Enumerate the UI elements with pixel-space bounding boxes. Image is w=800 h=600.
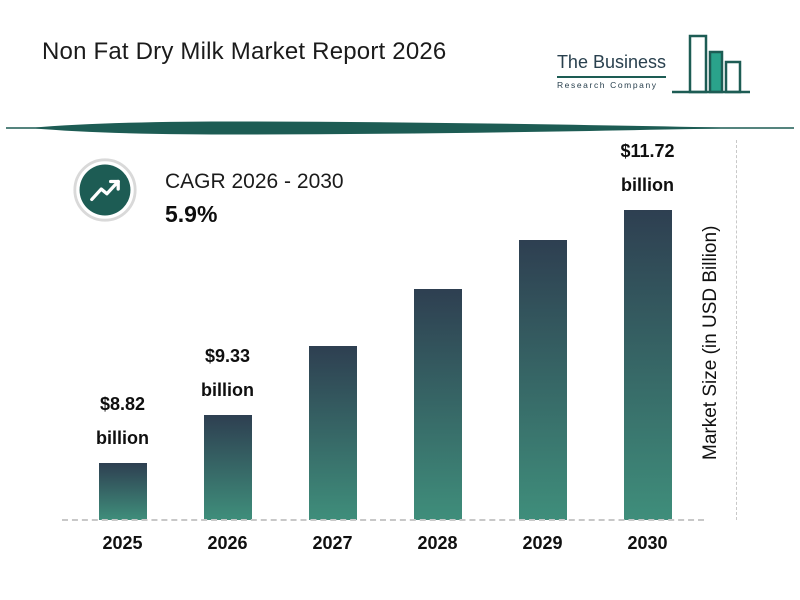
logo-name: The Business: [556, 52, 666, 78]
right-dashed-line: [736, 140, 737, 520]
y-axis-title: Market Size (in USD Billion): [700, 225, 721, 460]
bar-2029: [518, 240, 567, 520]
bar-value-label-2025: $8.82 billion: [96, 394, 149, 448]
bars-row: $8.82 billion $9.33 billion $11.72 billion: [70, 130, 700, 520]
x-tick-2026: 2026: [207, 533, 248, 553]
bar-value-label-2030: $11.72 billion: [620, 141, 675, 195]
cagr-label: CAGR 2026 - 2030: [165, 170, 344, 193]
x-tick-2028: 2028: [417, 533, 458, 553]
x-axis-labels: 2025 2026 2027 2028 2029 2030: [70, 533, 700, 554]
bar-column-2026: $9.33 billion: [175, 340, 280, 520]
x-tick-2025: 2025: [102, 533, 143, 553]
chart-baseline: [62, 519, 704, 521]
bar-column-2027: [280, 346, 385, 520]
bar-chart: $8.82 billion $9.33 billion $11.72 billion: [70, 130, 700, 520]
bar-2030: [623, 210, 672, 520]
company-logo-text: The Business Research Company: [556, 52, 666, 104]
trending-up-icon: [73, 158, 137, 222]
bar-column-2030: $11.72 billion: [595, 135, 700, 520]
company-logo: The Business Research Company: [556, 34, 752, 104]
bar-2027: [308, 346, 357, 520]
bar-column-2028: [385, 289, 490, 520]
cagr-value: 5.9%: [165, 201, 218, 227]
bar-value-label-2026: $9.33 billion: [201, 346, 254, 400]
bar-2025: [98, 463, 147, 520]
logo-subtitle: Research Company: [556, 80, 658, 90]
divider-swoosh: [6, 121, 794, 135]
logo-bars-icon: [672, 34, 750, 94]
x-tick-2027: 2027: [312, 533, 353, 553]
bar-column-2029: [490, 240, 595, 520]
x-tick-2029: 2029: [522, 533, 563, 553]
x-tick-2030: 2030: [627, 533, 668, 553]
bar-2026: [203, 415, 252, 520]
bar-column-2025: $8.82 billion: [70, 388, 175, 520]
page-title: Non Fat Dry Milk Market Report 2026: [42, 38, 447, 65]
bar-2028: [413, 289, 462, 520]
